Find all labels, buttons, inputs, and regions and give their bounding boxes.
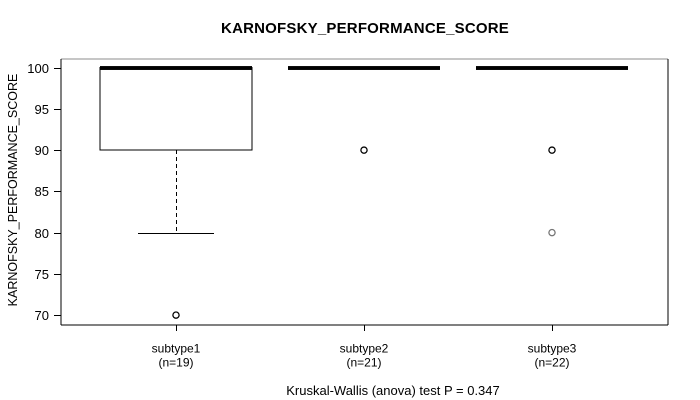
outlier-point [172, 311, 180, 319]
x-group-label: subtype2 [340, 342, 389, 356]
outlier-point [548, 228, 556, 237]
median-line [476, 66, 628, 70]
y-tick-label: 80 [35, 226, 49, 241]
x-group-sublabel: (n=22) [534, 356, 569, 370]
y-tick-label: 75 [35, 267, 49, 282]
outlier-point [548, 146, 556, 154]
stat-test-footer: Kruskal-Wallis (anova) test P = 0.347 [286, 383, 500, 398]
x-group-label: subtype3 [528, 342, 577, 356]
y-tick-label: 95 [35, 102, 49, 117]
median-line [288, 66, 440, 70]
x-group-label: subtype1 [152, 342, 201, 356]
outlier-point [360, 146, 368, 154]
chart-title: KARNOFSKY_PERFORMANCE_SCORE [221, 20, 509, 37]
x-group-sublabel: (n=19) [158, 356, 193, 370]
median-line [100, 66, 252, 70]
y-tick-label: 90 [35, 143, 49, 158]
y-tick-label: 100 [27, 61, 49, 76]
x-group-sublabel: (n=21) [346, 356, 381, 370]
iqr-box [99, 67, 253, 151]
y-tick-label: 70 [35, 308, 49, 323]
y-tick-label: 85 [35, 184, 49, 199]
